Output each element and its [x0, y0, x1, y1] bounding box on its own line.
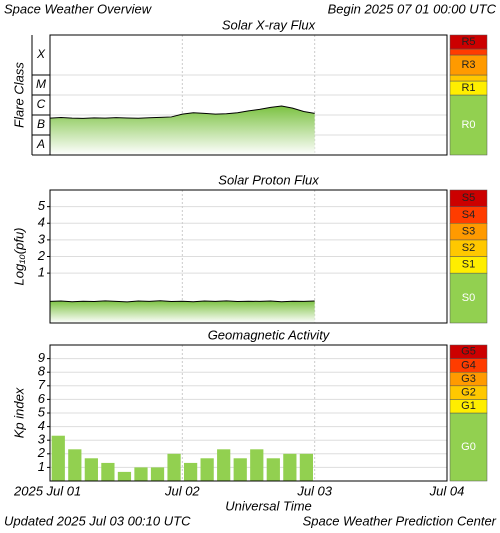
y-tick-label: X [36, 47, 46, 61]
x-tick-label: Jul 03 [296, 483, 332, 498]
scale-band-label: R3 [461, 59, 475, 71]
line [49, 105, 315, 119]
scale-band-label: S3 [462, 225, 475, 237]
y-axis-label: Log₁₀(pfu) [11, 228, 26, 286]
x-axis-label: Universal Time [225, 498, 312, 513]
scale-band-label: R1 [461, 82, 475, 94]
scale-band-label: S4 [462, 209, 475, 221]
scale-band [449, 412, 488, 482]
bar [200, 458, 214, 481]
scale-band [449, 272, 488, 324]
scale-band-label: R5 [461, 36, 475, 48]
bar [51, 435, 65, 481]
bar [266, 458, 280, 481]
scale-band-label: G3 [461, 373, 476, 385]
bar [101, 462, 115, 481]
scale-band [449, 74, 488, 82]
bar [233, 458, 247, 481]
bar [68, 449, 82, 481]
x-tick-label: Jul 02 [164, 483, 200, 498]
page-title: Space Weather Overview [4, 1, 153, 16]
bar [250, 449, 264, 481]
y-tick-label: 5 [38, 198, 46, 213]
y-tick-label: 9 [38, 350, 45, 365]
x-tick-label: Jul 04 [429, 483, 465, 498]
bar [84, 458, 98, 481]
bar [134, 467, 148, 481]
scale-band-label: S0 [462, 292, 475, 304]
plot-frame [49, 34, 448, 156]
bar [167, 453, 181, 481]
y-tick-label: 6 [38, 391, 46, 406]
scale-band-label: R0 [461, 119, 475, 131]
y-tick-label: 4 [38, 418, 45, 433]
panel-title: Geomagnetic Activity [208, 327, 331, 342]
y-tick-label: B [37, 117, 45, 131]
y-tick-label: 1 [38, 459, 45, 474]
y-tick-label: 2 [37, 248, 46, 263]
x-tick-label: 2025 Jul 01 [13, 483, 81, 498]
scale-band [449, 48, 488, 56]
updated-time: Updated 2025 Jul 03 00:10 UTC [4, 513, 191, 528]
line [49, 300, 315, 303]
scale-band [449, 189, 488, 207]
bar [283, 453, 297, 481]
bar [117, 471, 132, 481]
begin-time: Begin 2025 07 01 00:00 UTC [328, 1, 497, 16]
line-area [50, 106, 315, 155]
y-tick-label: 5 [38, 404, 46, 419]
y-tick-label: 8 [38, 364, 46, 379]
scale-band-label: S1 [462, 259, 475, 271]
y-tick-label: C [37, 97, 46, 111]
credit: Space Weather Prediction Center [303, 513, 497, 528]
bar [183, 462, 198, 481]
y-tick-label: 1 [38, 265, 45, 280]
scale-band-label: G2 [461, 387, 476, 399]
panel-title: Solar X-ray Flux [222, 17, 316, 32]
plot-frame [49, 344, 448, 482]
scale-band [449, 34, 488, 50]
y-axis-label: Flare Class [11, 62, 26, 128]
y-tick-label: 7 [38, 377, 46, 392]
scale-band-label: S5 [462, 192, 475, 204]
bar [217, 449, 231, 481]
scale-band-label: G1 [461, 400, 476, 412]
scale-band-label: G4 [461, 359, 476, 371]
plot-frame [49, 189, 448, 324]
scale-band-label: S2 [462, 242, 475, 254]
y-tick-label: A [36, 137, 45, 151]
scale-band-label: G5 [461, 346, 476, 358]
y-tick-label: 3 [38, 231, 46, 246]
y-tick-label: M [36, 77, 46, 91]
panel-title: Solar Proton Flux [218, 172, 319, 187]
y-tick-label: 2 [37, 445, 46, 460]
scale-band [449, 344, 488, 359]
y-tick-label: 4 [38, 215, 45, 230]
scale-band [449, 94, 488, 156]
scale-band-label: G0 [461, 441, 476, 453]
bar [150, 467, 165, 481]
y-axis-label: Kp index [11, 387, 26, 438]
bar [299, 453, 314, 481]
line-area [50, 300, 315, 323]
y-tick-label: 3 [38, 432, 46, 447]
